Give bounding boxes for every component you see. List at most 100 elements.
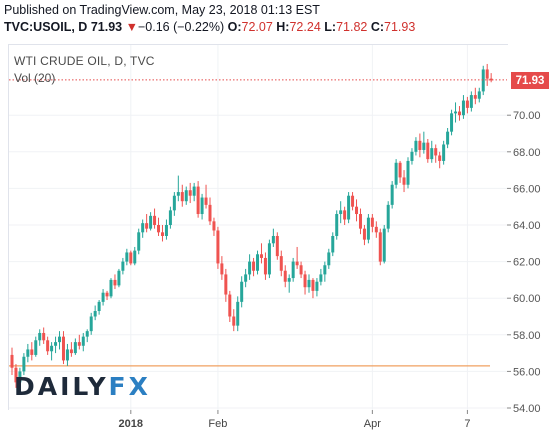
close-label: C:: [370, 20, 385, 34]
candle-body: [176, 192, 180, 196]
candle-body: [347, 195, 351, 220]
candle-body: [216, 230, 220, 264]
candle-body: [287, 278, 291, 282]
candle-body: [69, 349, 73, 354]
candle: [65, 343, 69, 366]
candle-body: [26, 349, 30, 357]
candle-body: [141, 223, 145, 233]
candle: [105, 290, 109, 301]
candle-body: [275, 235, 279, 257]
candle-body: [248, 261, 252, 275]
candle-body: [109, 279, 113, 297]
candle-body: [485, 69, 489, 79]
logo-daily: DAILY: [14, 372, 109, 401]
candle-body: [382, 228, 386, 262]
candle: [85, 329, 89, 343]
candle: [129, 250, 133, 266]
open-value: 72.07: [241, 20, 273, 34]
candle: [236, 296, 240, 332]
y-tick-label: 64.00: [513, 220, 541, 232]
candle: [101, 289, 105, 306]
candle: [22, 353, 26, 376]
candle-body: [291, 261, 295, 279]
candle-body: [271, 235, 275, 244]
candle-body: [61, 336, 65, 361]
candle: [473, 87, 477, 105]
candle: [61, 331, 65, 365]
candle: [283, 265, 287, 288]
y-tick-label: 70.00: [513, 110, 541, 122]
y-tick-label: 58.00: [513, 330, 541, 342]
candle-body: [196, 186, 200, 215]
candle-body: [489, 78, 493, 81]
candle: [394, 159, 398, 189]
candle: [307, 274, 311, 293]
candle-body: [446, 131, 450, 145]
y-tick-label: 54.00: [513, 403, 541, 415]
low-label: L:: [324, 20, 337, 34]
candle-body: [263, 257, 267, 275]
candle-body: [180, 192, 184, 202]
candle: [153, 208, 157, 229]
candle-body: [236, 301, 240, 326]
grid-lines: [9, 45, 507, 410]
candle: [457, 106, 461, 121]
candle-body: [77, 342, 81, 346]
candle-body: [327, 252, 331, 266]
candle: [275, 232, 279, 260]
candle: [204, 184, 208, 209]
candle: [77, 334, 81, 350]
candle-body: [426, 142, 430, 160]
candle: [335, 210, 339, 240]
candle: [133, 246, 137, 266]
candle-body: [93, 311, 97, 317]
candle-body: [465, 100, 469, 108]
candle: [339, 201, 343, 224]
candle: [446, 128, 450, 149]
candle-body: [339, 210, 343, 215]
last-price-badge: 71.93: [511, 72, 549, 89]
candle: [450, 109, 454, 136]
candle: [406, 157, 410, 189]
candle-body: [34, 340, 38, 355]
candle: [141, 219, 145, 238]
x-tick-label: Feb: [208, 418, 227, 430]
candle: [81, 332, 85, 352]
candle-body: [394, 162, 398, 185]
candle: [18, 367, 22, 387]
candle-body: [153, 215, 157, 225]
candle: [200, 193, 204, 220]
candle: [69, 342, 73, 357]
candle-body: [89, 316, 93, 332]
candle: [113, 274, 117, 290]
dailyfx-logo: DAILYFX: [14, 372, 151, 401]
high-label: H:: [276, 20, 290, 34]
candle-body: [355, 206, 359, 215]
quote-line: TVC:USOIL, D 71.93 ▼−0.16 (−0.22%) O:72.…: [4, 20, 415, 34]
candle: [160, 225, 164, 242]
candle-body: [208, 204, 212, 222]
candle: [422, 131, 426, 154]
low-value: 71.82: [336, 20, 368, 34]
candle-body: [256, 254, 260, 271]
candle-body: [477, 91, 481, 99]
candle: [244, 268, 248, 288]
candle: [418, 133, 422, 158]
candle: [442, 140, 446, 165]
candle-body: [323, 265, 327, 275]
candle-body: [442, 144, 446, 161]
candle: [228, 290, 232, 322]
candle-body: [299, 265, 303, 275]
candle-body: [457, 111, 461, 116]
candle-body: [192, 186, 196, 196]
candle: [481, 65, 485, 96]
chart-frame[interactable]: [8, 44, 508, 410]
candles-group: [10, 63, 493, 388]
candle: [188, 182, 192, 204]
candle: [295, 246, 299, 269]
candle: [355, 199, 359, 222]
candle-body: [295, 261, 299, 266]
candle: [430, 140, 434, 163]
high-value: 72.24: [289, 20, 321, 34]
